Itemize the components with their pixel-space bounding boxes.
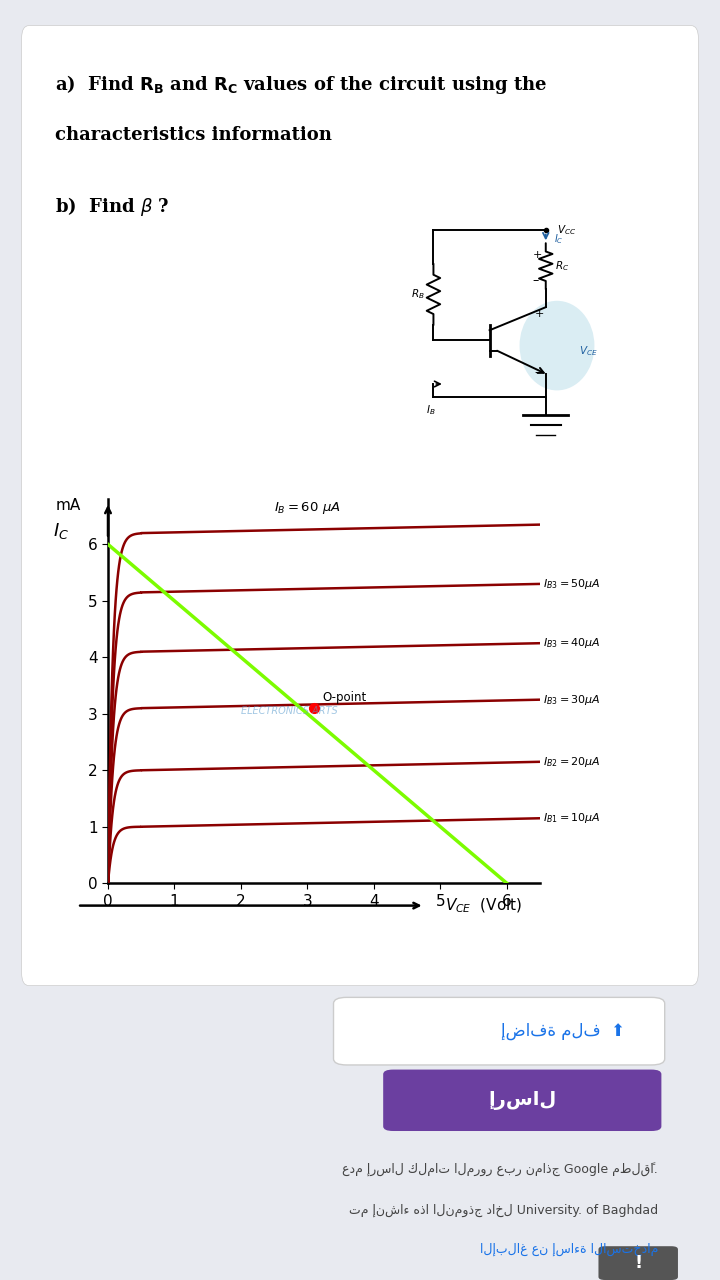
Text: mA: mA — [55, 498, 81, 513]
Text: تم إنشاء هذا النموذج داخل University. of Baghdad: تم إنشاء هذا النموذج داخل University. of… — [349, 1203, 658, 1216]
Text: b)  Find $\beta$ ?: b) Find $\beta$ ? — [55, 195, 170, 218]
FancyBboxPatch shape — [333, 997, 665, 1065]
Text: –: – — [533, 274, 539, 287]
Text: $V_{CE}$  (Volt): $V_{CE}$ (Volt) — [445, 896, 523, 915]
Text: +: + — [534, 310, 544, 320]
Text: !: ! — [634, 1254, 642, 1272]
Text: $R_C$: $R_C$ — [555, 260, 570, 273]
Text: $R_B$: $R_B$ — [411, 288, 425, 301]
Text: الإبلاغ عن إساءة الاستخدام: الإبلاغ عن إساءة الاستخدام — [480, 1243, 658, 1257]
Text: إضافة ملف  ⬆: إضافة ملف ⬆ — [501, 1023, 625, 1041]
Text: $V_{CE}$: $V_{CE}$ — [580, 344, 598, 357]
Text: $I_B = 60\ \mu A$: $I_B = 60\ \mu A$ — [274, 500, 341, 516]
Text: $I_{B3} = 50 \mu A$: $I_{B3} = 50 \mu A$ — [544, 577, 601, 591]
Text: –: – — [534, 366, 541, 379]
Text: $V_{CC}$: $V_{CC}$ — [557, 224, 576, 237]
Text: ELECTRONICS ARTS: ELECTRONICS ARTS — [241, 707, 338, 716]
Text: إرسال: إرسال — [488, 1091, 557, 1110]
Text: +: + — [533, 250, 542, 260]
Text: $I_{B1} = 10 \mu A$: $I_{B1} = 10 \mu A$ — [544, 812, 601, 826]
FancyBboxPatch shape — [383, 1070, 662, 1132]
Text: O-point: O-point — [322, 691, 366, 704]
Text: a)  Find $\mathbf{R_B}$ and $\mathbf{R_C}$ values of the circuit using the: a) Find $\mathbf{R_B}$ and $\mathbf{R_C}… — [55, 73, 547, 96]
Text: $I_B$: $I_B$ — [426, 403, 436, 416]
Text: characteristics information: characteristics information — [55, 127, 332, 145]
Text: $I_C$: $I_C$ — [53, 521, 69, 541]
Ellipse shape — [520, 301, 595, 390]
Text: $I_C$: $I_C$ — [554, 233, 564, 246]
Text: عدم إرسال كلمات المرور عبر نماذج Google مطلقًا.: عدم إرسال كلمات المرور عبر نماذج Google … — [342, 1164, 658, 1178]
Text: $I_{B3} = 40 \mu A$: $I_{B3} = 40 \mu A$ — [544, 636, 601, 650]
FancyBboxPatch shape — [598, 1247, 678, 1280]
Text: $I_{B3} = 30 \mu A$: $I_{B3} = 30 \mu A$ — [544, 692, 601, 707]
Text: $I_{B2} = 20 \mu A$: $I_{B2} = 20 \mu A$ — [544, 755, 601, 769]
